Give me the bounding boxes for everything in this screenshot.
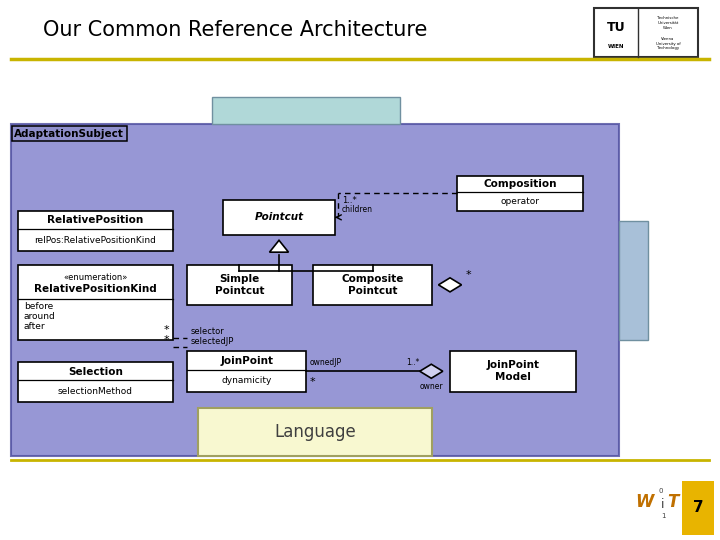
FancyBboxPatch shape — [313, 265, 432, 305]
Text: TU: TU — [607, 21, 625, 34]
FancyBboxPatch shape — [11, 124, 619, 456]
Text: i: i — [661, 498, 664, 511]
Text: dynamicity: dynamicity — [222, 376, 271, 385]
Text: selectedJP: selectedJP — [191, 336, 234, 346]
Text: children: children — [342, 205, 373, 214]
FancyBboxPatch shape — [619, 221, 648, 340]
FancyBboxPatch shape — [682, 481, 714, 535]
Text: Language: Language — [274, 423, 356, 441]
Text: «enumeration»: «enumeration» — [63, 273, 127, 282]
FancyBboxPatch shape — [198, 408, 432, 456]
Text: *: * — [163, 335, 169, 345]
Text: WIEN: WIEN — [608, 44, 624, 49]
Text: T: T — [667, 493, 679, 511]
Text: after: after — [24, 322, 45, 331]
Text: *: * — [310, 377, 315, 387]
Text: Vienna
University of
Technology: Vienna University of Technology — [656, 37, 680, 50]
Text: owner: owner — [420, 382, 443, 391]
Text: Composition: Composition — [483, 179, 557, 189]
Text: selectionMethod: selectionMethod — [58, 387, 133, 396]
Text: W: W — [635, 493, 654, 511]
Text: 1..*: 1..* — [406, 358, 420, 367]
FancyBboxPatch shape — [18, 265, 173, 340]
Text: RelativePositionKind: RelativePositionKind — [34, 284, 157, 294]
Polygon shape — [269, 240, 289, 252]
Text: ownedJP: ownedJP — [310, 358, 342, 367]
Polygon shape — [420, 364, 443, 378]
Text: around: around — [24, 312, 55, 321]
Text: 7: 7 — [693, 500, 703, 515]
FancyBboxPatch shape — [187, 351, 306, 392]
Text: selector: selector — [191, 327, 225, 336]
Text: Technische
Universität
Wien: Technische Universität Wien — [657, 16, 679, 30]
FancyBboxPatch shape — [187, 265, 292, 305]
FancyBboxPatch shape — [594, 8, 698, 57]
Text: Composite
Pointcut: Composite Pointcut — [341, 274, 404, 296]
FancyBboxPatch shape — [18, 211, 173, 251]
Text: JoinPoint
Model: JoinPoint Model — [487, 361, 539, 382]
Text: Pointcut: Pointcut — [254, 212, 304, 222]
Text: 0: 0 — [659, 488, 663, 495]
Text: 1..*: 1..* — [342, 195, 356, 205]
Text: operator: operator — [500, 197, 540, 206]
Text: Simple
Pointcut: Simple Pointcut — [215, 274, 264, 296]
Text: Selection: Selection — [68, 367, 123, 376]
Text: RelativePosition: RelativePosition — [48, 215, 143, 225]
Text: relPos:RelativePositionKind: relPos:RelativePositionKind — [35, 235, 156, 245]
FancyBboxPatch shape — [212, 97, 400, 124]
Text: JoinPoint: JoinPoint — [220, 356, 273, 366]
FancyBboxPatch shape — [457, 176, 583, 211]
Text: *: * — [163, 325, 169, 335]
Text: *: * — [466, 270, 472, 280]
Text: 1: 1 — [661, 512, 665, 519]
Text: before: before — [24, 302, 53, 312]
Polygon shape — [438, 278, 462, 292]
FancyBboxPatch shape — [223, 200, 335, 235]
FancyBboxPatch shape — [18, 362, 173, 402]
FancyBboxPatch shape — [450, 351, 576, 392]
Text: AdaptationSubject: AdaptationSubject — [14, 129, 125, 139]
Text: Our Common Reference Architecture: Our Common Reference Architecture — [43, 19, 428, 40]
